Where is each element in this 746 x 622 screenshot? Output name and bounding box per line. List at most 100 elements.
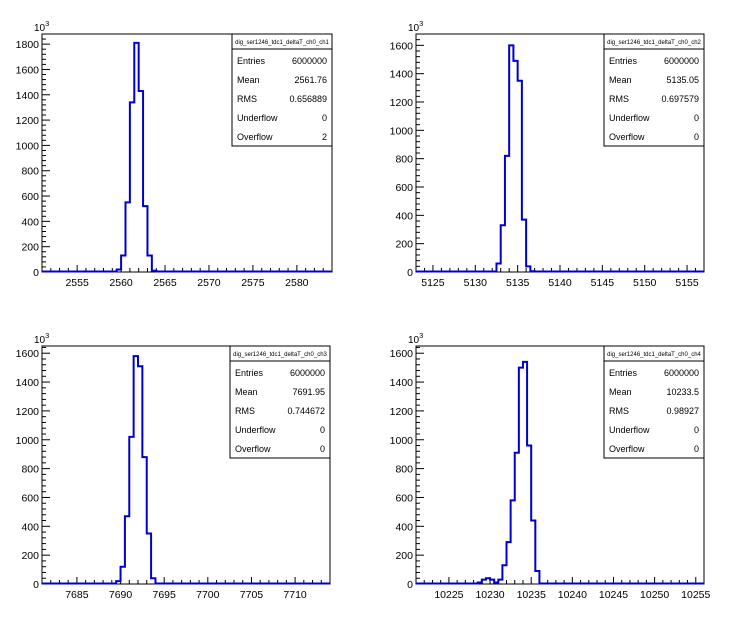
x-tick-label: 5150 (633, 277, 657, 289)
x-tick-label: 5155 (675, 277, 699, 289)
exponent-base: 10 (34, 23, 46, 34)
stats-label: Overflow (609, 132, 645, 142)
x-tick-label: 5135 (506, 277, 530, 289)
stats-box (229, 345, 331, 459)
stats-label: Entries (237, 56, 266, 66)
y-exponent-label: 103 (34, 19, 49, 34)
x-tick-label: 7710 (283, 589, 307, 601)
stats-label: Overflow (609, 444, 645, 454)
stats-label: Entries (609, 368, 638, 378)
stats-value: 10233.5 (666, 387, 699, 397)
stats-label: Entries (235, 368, 264, 378)
x-tick-label: 2565 (153, 277, 177, 289)
y-tick-label: 600 (21, 191, 39, 203)
exponent-power: 3 (419, 19, 423, 28)
histogram-series-line (42, 355, 330, 585)
stats-label: Underflow (235, 425, 276, 435)
y-exponent-label: 103 (408, 19, 423, 34)
stats-label: RMS (609, 406, 629, 416)
y-tick-label: 400 (21, 521, 39, 533)
y-tick-label: 800 (21, 464, 39, 476)
x-tick-label: 7695 (153, 589, 177, 601)
x-tick-label: 10255 (681, 589, 710, 601)
stats-box (603, 33, 705, 147)
stats-label: Mean (237, 75, 260, 85)
y-tick-label: 0 (407, 579, 413, 591)
y-exponent-label: 103 (34, 331, 49, 346)
y-tick-label: 1000 (390, 125, 414, 137)
x-tick-label: 5125 (421, 277, 445, 289)
y-tick-label: 0 (33, 579, 39, 591)
stats-value: 0.744672 (287, 406, 325, 416)
y-tick-label: 800 (395, 154, 413, 166)
y-tick-label: 1400 (16, 90, 40, 102)
stats-value: 6000000 (290, 368, 325, 378)
y-tick-label: 600 (21, 492, 39, 504)
exponent-power: 3 (45, 331, 49, 340)
y-tick-label: 1600 (16, 64, 40, 76)
x-tick-label: 10235 (517, 589, 546, 601)
x-tick-label: 2580 (285, 277, 309, 289)
stats-value: 0.697579 (661, 94, 699, 104)
y-tick-label: 1400 (390, 69, 414, 81)
x-tick-label: 5145 (591, 277, 615, 289)
stats-value: 2561.76 (294, 75, 327, 85)
y-tick-label: 200 (395, 550, 413, 562)
y-tick-label: 800 (395, 464, 413, 476)
histogram-name: dig_ser1246_tdc1_deltaT_ch0_ch4 (607, 352, 701, 358)
stats-box (603, 345, 705, 459)
exponent-power: 3 (45, 19, 49, 28)
histogram-name: dig_ser1246_tdc1_deltaT_ch0_ch3 (233, 352, 327, 358)
stats-label: RMS (237, 94, 257, 104)
histogram-name: dig_ser1246_tdc1_deltaT_ch0_ch1 (235, 40, 329, 46)
stats-label: RMS (609, 94, 629, 104)
stats-label: Underflow (237, 113, 278, 123)
x-tick-label: 2570 (197, 277, 221, 289)
y-tick-label: 1200 (16, 115, 40, 127)
stats-label: Mean (609, 75, 632, 85)
y-tick-label: 1800 (16, 39, 40, 51)
stats-value: 0.98927 (666, 406, 699, 416)
stats-value: 0 (694, 425, 699, 435)
exponent-base: 10 (408, 335, 420, 346)
y-tick-label: 1200 (390, 406, 414, 418)
x-tick-label: 2575 (241, 277, 265, 289)
stats-value: 0 (320, 425, 325, 435)
x-tick-label: 10250 (640, 589, 669, 601)
histogram-series-line (416, 44, 704, 273)
stats-label: Underflow (609, 113, 650, 123)
y-tick-label: 1600 (390, 40, 414, 52)
stats-value: 7691.95 (292, 387, 325, 397)
y-tick-label: 1000 (390, 435, 414, 447)
stats-label: Overflow (235, 444, 271, 454)
y-tick-label: 800 (21, 166, 39, 178)
y-tick-label: 1200 (390, 97, 414, 109)
y-tick-label: 200 (395, 239, 413, 251)
stats-label: Entries (609, 56, 638, 66)
y-tick-label: 600 (395, 492, 413, 504)
x-tick-label: 7685 (65, 589, 89, 601)
stats-label: Underflow (609, 425, 650, 435)
x-tick-label: 5130 (464, 277, 488, 289)
y-tick-label: 1400 (390, 377, 414, 389)
stats-label: Mean (235, 387, 258, 397)
x-tick-label: 10225 (434, 589, 463, 601)
stats-value: 0 (694, 444, 699, 454)
y-tick-label: 400 (395, 210, 413, 222)
exponent-power: 3 (419, 331, 423, 340)
x-tick-label: 7690 (109, 589, 133, 601)
x-tick-label: 2560 (109, 277, 133, 289)
x-tick-label: 10245 (599, 589, 628, 601)
y-tick-label: 400 (21, 216, 39, 228)
x-tick-label: 2555 (65, 277, 89, 289)
histogram-name: dig_ser1246_tdc1_deltaT_ch0_ch2 (607, 40, 701, 46)
y-exponent-label: 103 (408, 331, 423, 346)
stats-label: Mean (609, 387, 632, 397)
exponent-base: 10 (408, 23, 420, 34)
stats-value: 0 (322, 113, 327, 123)
stats-value: 0 (694, 132, 699, 142)
